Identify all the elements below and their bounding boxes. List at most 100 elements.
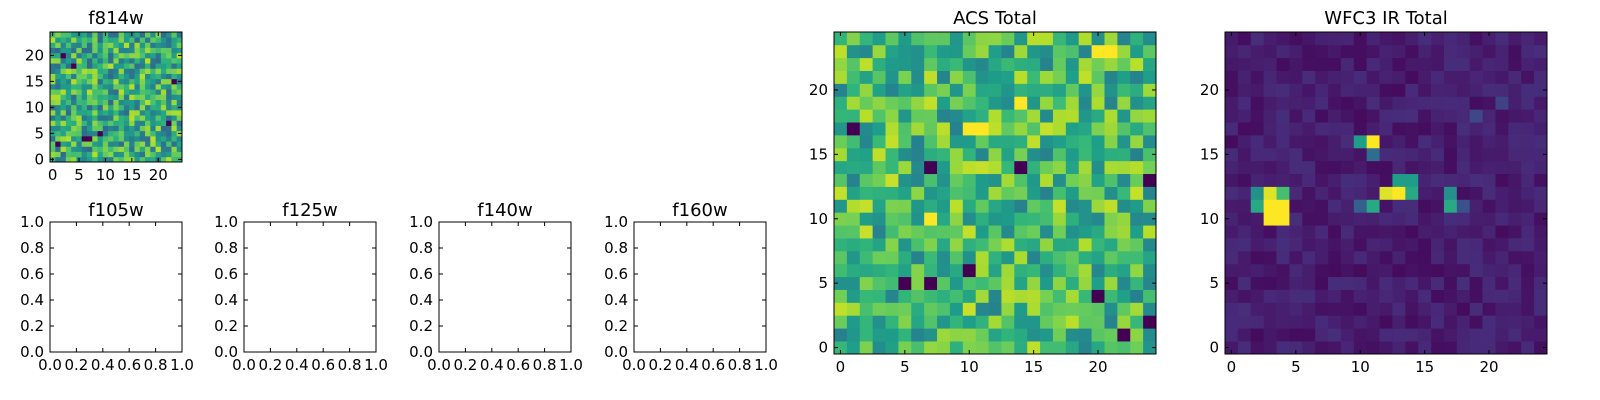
heatmap-cell: [1392, 122, 1406, 136]
heatmap-cell: [86, 104, 93, 111]
heatmap-cell: [1521, 263, 1535, 278]
heatmap-cell: [885, 263, 899, 278]
heatmap-cell: [1405, 341, 1419, 355]
heatmap-cell: [859, 147, 873, 162]
heatmap-cell: [1225, 302, 1239, 316]
heatmap-cell: [134, 47, 141, 54]
heatmap-cell: [113, 32, 119, 38]
heatmap-cell: [924, 199, 938, 213]
heatmap-cell: [50, 120, 56, 126]
heatmap-cell: [1040, 276, 1054, 290]
heatmap-cell: [123, 136, 130, 142]
heatmap-cell: [1250, 83, 1264, 97]
heatmap-cell: [55, 151, 61, 158]
heatmap-cell: [55, 130, 61, 137]
heatmap-cell: [1104, 225, 1118, 239]
heatmap-cell: [1263, 199, 1277, 213]
heatmap-cell: [1250, 250, 1264, 265]
heatmap-cell: [1276, 250, 1290, 265]
heatmap-cell: [1117, 83, 1131, 97]
heatmap-cell: [937, 109, 951, 123]
y-tick-label: 20: [809, 81, 828, 99]
heatmap-cell: [1027, 302, 1041, 316]
heatmap-cell: [1495, 173, 1509, 187]
x-tick-label: 0.4: [285, 356, 309, 374]
heatmap-cell: [975, 238, 989, 252]
heatmap-cell: [898, 263, 912, 278]
heatmap-cell: [97, 99, 104, 106]
heatmap-cell: [102, 110, 109, 116]
heatmap-cell: [176, 99, 183, 106]
heatmap-cell: [50, 89, 56, 95]
heatmap-cell: [55, 141, 61, 147]
heatmap-cell: [859, 109, 873, 123]
heatmap-cell: [108, 94, 114, 100]
heatmap-cell: [1001, 199, 1015, 213]
heatmap-cell: [988, 263, 1002, 278]
heatmap-cell: [885, 328, 899, 342]
heatmap-cell: [1340, 70, 1355, 84]
heatmap-cell: [76, 89, 83, 95]
heatmap-cell: [145, 78, 151, 85]
heatmap-cell: [113, 58, 119, 64]
heatmap-cell: [1143, 212, 1157, 226]
heatmap-cell: [1340, 199, 1355, 213]
x-tick-label: 0.0: [232, 356, 256, 374]
heatmap-cell: [129, 63, 135, 69]
heatmap-cell: [988, 250, 1002, 265]
heatmap-cell: [1117, 70, 1131, 84]
heatmap-cell: [1263, 44, 1277, 59]
heatmap-cell: [1443, 70, 1458, 84]
heatmap-cell: [1117, 109, 1131, 123]
heatmap-cell: [1482, 263, 1496, 278]
heatmap-cell: [949, 225, 964, 239]
heatmap-cell: [1469, 147, 1483, 162]
heatmap-cell: [1250, 135, 1264, 149]
heatmap-cell: [1001, 212, 1015, 226]
heatmap-cell: [1091, 315, 1105, 329]
heatmap-cell: [113, 89, 119, 95]
heatmap-cell: [988, 160, 1002, 175]
heatmap-cell: [1443, 276, 1458, 290]
heatmap-cell: [145, 151, 151, 158]
heatmap-cell: [118, 68, 125, 74]
heatmap-cell: [118, 37, 125, 43]
y-ticks: 0.00.20.40.60.81.0: [409, 213, 571, 361]
heatmap-cell: [1237, 147, 1252, 162]
heatmap-cell: [1052, 238, 1067, 252]
heatmap-cell: [1534, 96, 1548, 110]
heatmap-cell: [949, 70, 964, 84]
x-tick-label: 20: [149, 166, 168, 184]
heatmap-cell: [1379, 70, 1393, 84]
heatmap-cell: [1276, 328, 1290, 342]
heatmap-cell: [160, 125, 167, 132]
heatmap-cell: [1237, 160, 1252, 175]
heatmap-cell: [1366, 250, 1380, 265]
heatmap-cell: [1250, 199, 1264, 213]
heatmap-cell: [1469, 302, 1483, 316]
heatmap-cell: [924, 250, 938, 265]
heatmap-cell: [1104, 212, 1118, 226]
heatmap-cell: [1289, 83, 1303, 97]
heatmap-cell: [1534, 173, 1548, 187]
heatmap-cell: [1379, 44, 1393, 59]
panel-f140w: f140w 0.0 0.2 0.4 0.6 0.8 1.0 0.00.20.40.60.8…: [409, 200, 583, 374]
heatmap-cell: [1315, 70, 1329, 84]
heatmap-cell: [1117, 276, 1131, 290]
heatmap-cell: [1027, 57, 1041, 71]
heatmap-cell: [166, 89, 172, 95]
heatmap-cell: [949, 328, 964, 342]
heatmap-cell: [1443, 250, 1458, 265]
heatmap-cell: [1379, 225, 1393, 239]
heatmap-cell: [134, 37, 141, 43]
heatmap-cell: [166, 136, 172, 142]
heatmap-cell: [1340, 212, 1355, 226]
heatmap-cell: [1250, 109, 1264, 123]
heatmap-cell: [139, 68, 146, 74]
heatmap-cell: [1315, 186, 1329, 200]
heatmap-cell: [134, 110, 141, 116]
heatmap-cell: [86, 94, 93, 100]
heatmap-cell: [872, 302, 886, 316]
heatmap-cell: [60, 115, 67, 121]
heatmap-cell: [76, 84, 83, 90]
